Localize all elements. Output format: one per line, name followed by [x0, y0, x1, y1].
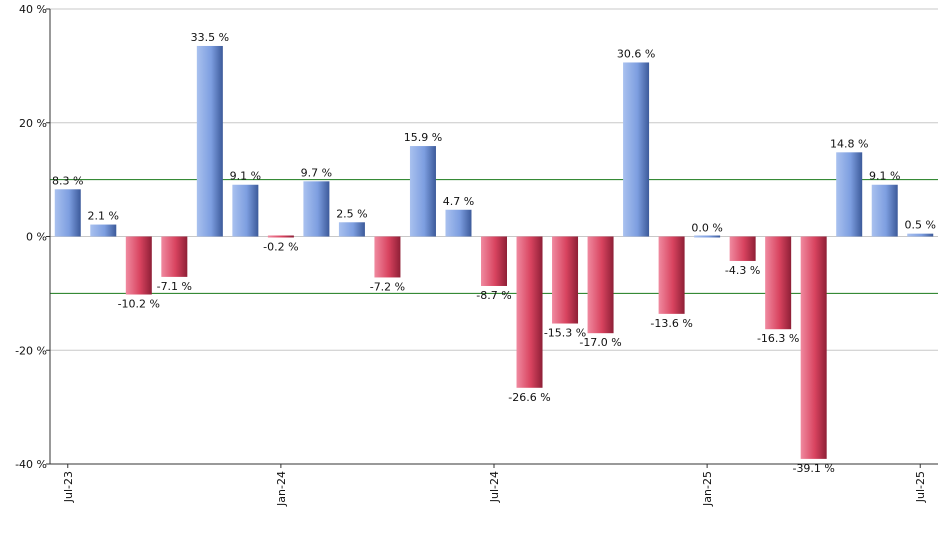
data-label: 14.8 % — [830, 137, 868, 150]
bar-Nov-23 — [196, 45, 223, 237]
axes: 40 % 20 % 0 % -20 % -40 % Jul-23 Jan-24 Jul-24 J… — [15, 3, 938, 507]
data-label: 9.1 % — [869, 170, 900, 183]
data-label: 0.0 % — [691, 222, 722, 235]
data-label: -10.2 % — [118, 298, 160, 311]
data-label: -7.2 % — [370, 280, 405, 293]
bar-Oct-24 — [587, 236, 614, 334]
bar-Nov-24 — [623, 62, 650, 237]
bar-Apr-25 — [800, 236, 827, 459]
data-label: -8.7 % — [476, 289, 511, 302]
data-label: 9.1 % — [230, 170, 261, 183]
data-label: -0.2 % — [263, 241, 298, 254]
bar-Mar-25 — [765, 236, 792, 330]
bar-Sep-23 — [125, 236, 152, 295]
data-label: 4.7 % — [443, 195, 474, 208]
data-labels: 8.3 % 2.1 % -10.2 % -7.1 % 33.5 % 9.1 % -0.2 %… — [52, 31, 936, 475]
data-label: 30.6 % — [617, 47, 655, 60]
data-label: -13.6 % — [650, 317, 692, 330]
data-label: 2.5 % — [336, 207, 367, 220]
data-label: 15.9 % — [404, 131, 442, 144]
x-tick-label: Jul-24 — [488, 471, 501, 503]
data-label: 8.3 % — [52, 174, 83, 187]
bar-Feb-25 — [729, 236, 756, 261]
data-label: -15.3 % — [544, 327, 586, 340]
data-label: -16.3 % — [757, 332, 799, 345]
bar-Jun-24 — [445, 209, 472, 237]
y-tick-label: 0 % — [26, 231, 47, 244]
bar-Aug-23 — [90, 224, 117, 237]
data-label: -26.6 % — [508, 391, 550, 404]
bar-Jul-25 — [907, 233, 934, 237]
y-tick-label: -20 % — [15, 344, 47, 357]
y-tick-label: 40 % — [19, 3, 47, 16]
bar-Jul-24 — [481, 236, 507, 286]
data-label: 2.1 % — [88, 210, 119, 223]
bar-Jan-25 — [694, 235, 721, 238]
x-tick-label: Jul-25 — [914, 471, 927, 503]
data-label: 33.5 % — [191, 31, 229, 44]
x-tick-label: Jan-24 — [275, 471, 288, 507]
bar-May-25 — [836, 152, 863, 237]
data-label: 9.7 % — [301, 166, 332, 179]
bar-Jun-25 — [871, 184, 898, 237]
bars — [54, 45, 934, 459]
y-tick-label: 20 % — [19, 117, 47, 130]
bar-Apr-24 — [374, 236, 401, 278]
bar-Mar-24 — [338, 222, 365, 237]
bar-Jul-23 — [54, 189, 81, 237]
data-label: -39.1 % — [792, 462, 834, 475]
bar-Aug-24 — [516, 236, 543, 388]
bar-Oct-23 — [161, 236, 188, 277]
y-tick-label: -40 % — [15, 458, 47, 471]
data-label: -4.3 % — [725, 264, 760, 277]
x-tick-label: Jul-23 — [62, 471, 75, 503]
bar-Jan-24 — [267, 235, 294, 238]
data-label: -7.1 % — [157, 280, 192, 293]
bar-May-24 — [409, 146, 436, 237]
bar-Sep-24 — [552, 236, 579, 324]
data-label: 0.5 % — [905, 219, 936, 232]
data-label: -17.0 % — [579, 336, 621, 349]
bar-Feb-24 — [303, 181, 330, 237]
bar-Dec-24 — [658, 236, 685, 314]
x-tick-label: Jan-25 — [701, 471, 714, 507]
bar-Dec-23 — [232, 184, 259, 237]
